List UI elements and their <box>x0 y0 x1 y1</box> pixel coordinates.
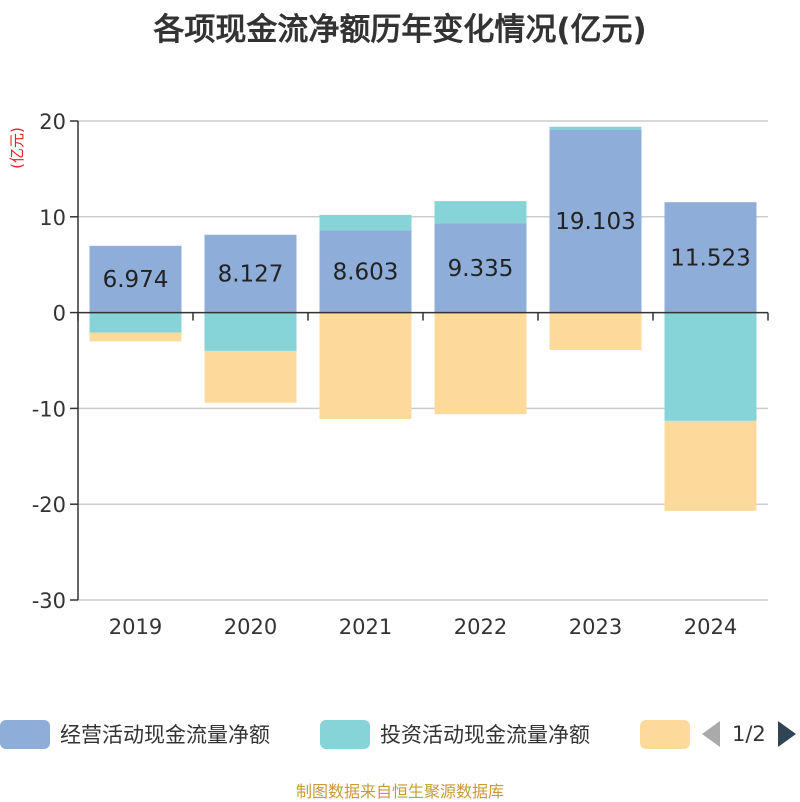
y-axis-label: (亿元) <box>8 127 26 169</box>
legend-page-indicator: 1/2 <box>732 722 766 746</box>
bar-2022-series-0[interactable] <box>434 223 527 313</box>
bar-2022-series-2[interactable] <box>434 312 527 415</box>
bar-2024-series-1[interactable] <box>664 312 757 421</box>
data-label: 11.523 <box>670 245 750 271</box>
y-tick-label: -30 <box>32 589 66 613</box>
x-tick-label: 2021 <box>339 615 392 639</box>
bar-2020-series-2[interactable] <box>204 350 297 403</box>
legend-item-operating[interactable]: 经营活动现金流量净额 <box>0 716 270 752</box>
bar-2019-series-1[interactable] <box>89 312 182 333</box>
legend-swatch-investing <box>320 719 370 749</box>
y-tick-label: -20 <box>32 493 66 517</box>
bar-2020-series-1[interactable] <box>204 312 297 351</box>
x-tick-label: 2020 <box>224 615 277 639</box>
legend-swatch-third <box>640 719 690 749</box>
source-note: 制图数据来自恒生聚源数据库 <box>295 782 504 801</box>
bar-2023-series-0[interactable] <box>549 129 642 313</box>
legend-label-investing: 投资活动现金流量净额 <box>380 723 590 747</box>
legend-swatch-operating <box>0 719 50 749</box>
bar-2021-series-0[interactable] <box>319 230 412 313</box>
bar-2023-series-2[interactable] <box>549 312 642 350</box>
x-tick-label: 2019 <box>109 615 162 639</box>
bar-2024-series-0[interactable] <box>664 202 757 313</box>
y-tick-label: 0 <box>53 302 66 326</box>
data-label: 6.974 <box>103 267 169 293</box>
data-label: 19.103 <box>555 209 635 235</box>
y-tick-label: 10 <box>39 206 66 230</box>
y-tick-label: -10 <box>32 397 66 421</box>
bar-2022-series-1[interactable] <box>434 201 527 224</box>
legend-prev-page-icon[interactable] <box>702 721 720 747</box>
data-label: 8.127 <box>218 262 284 288</box>
legend-item-third[interactable] <box>640 716 690 752</box>
bar-2019-series-2[interactable] <box>89 332 182 342</box>
chart-title: 各项现金流净额历年变化情况(亿元) <box>153 12 647 48</box>
y-tick-label: 20 <box>39 110 66 134</box>
legend-pager: 1/2 <box>702 716 796 752</box>
x-tick-label: 2024 <box>684 615 737 639</box>
bar-2023-series-1[interactable] <box>549 126 642 130</box>
bar-2021-series-2[interactable] <box>319 312 412 419</box>
legend-item-investing[interactable]: 投资活动现金流量净额 <box>320 716 590 752</box>
x-tick-label: 2023 <box>569 615 622 639</box>
bar-2019-series-0[interactable] <box>89 245 182 313</box>
data-label: 9.335 <box>448 256 514 282</box>
legend-label-operating: 经营活动现金流量净额 <box>60 723 270 747</box>
data-label: 8.603 <box>333 259 399 285</box>
bar-2024-series-2[interactable] <box>664 420 757 511</box>
x-tick-label: 2022 <box>454 615 507 639</box>
legend-next-page-icon[interactable] <box>777 721 796 747</box>
bar-2020-series-0[interactable] <box>204 234 297 313</box>
legend: 经营活动现金流量净额 投资活动现金流量净额 1/2 <box>0 716 800 752</box>
bar-2021-series-1[interactable] <box>319 214 412 231</box>
